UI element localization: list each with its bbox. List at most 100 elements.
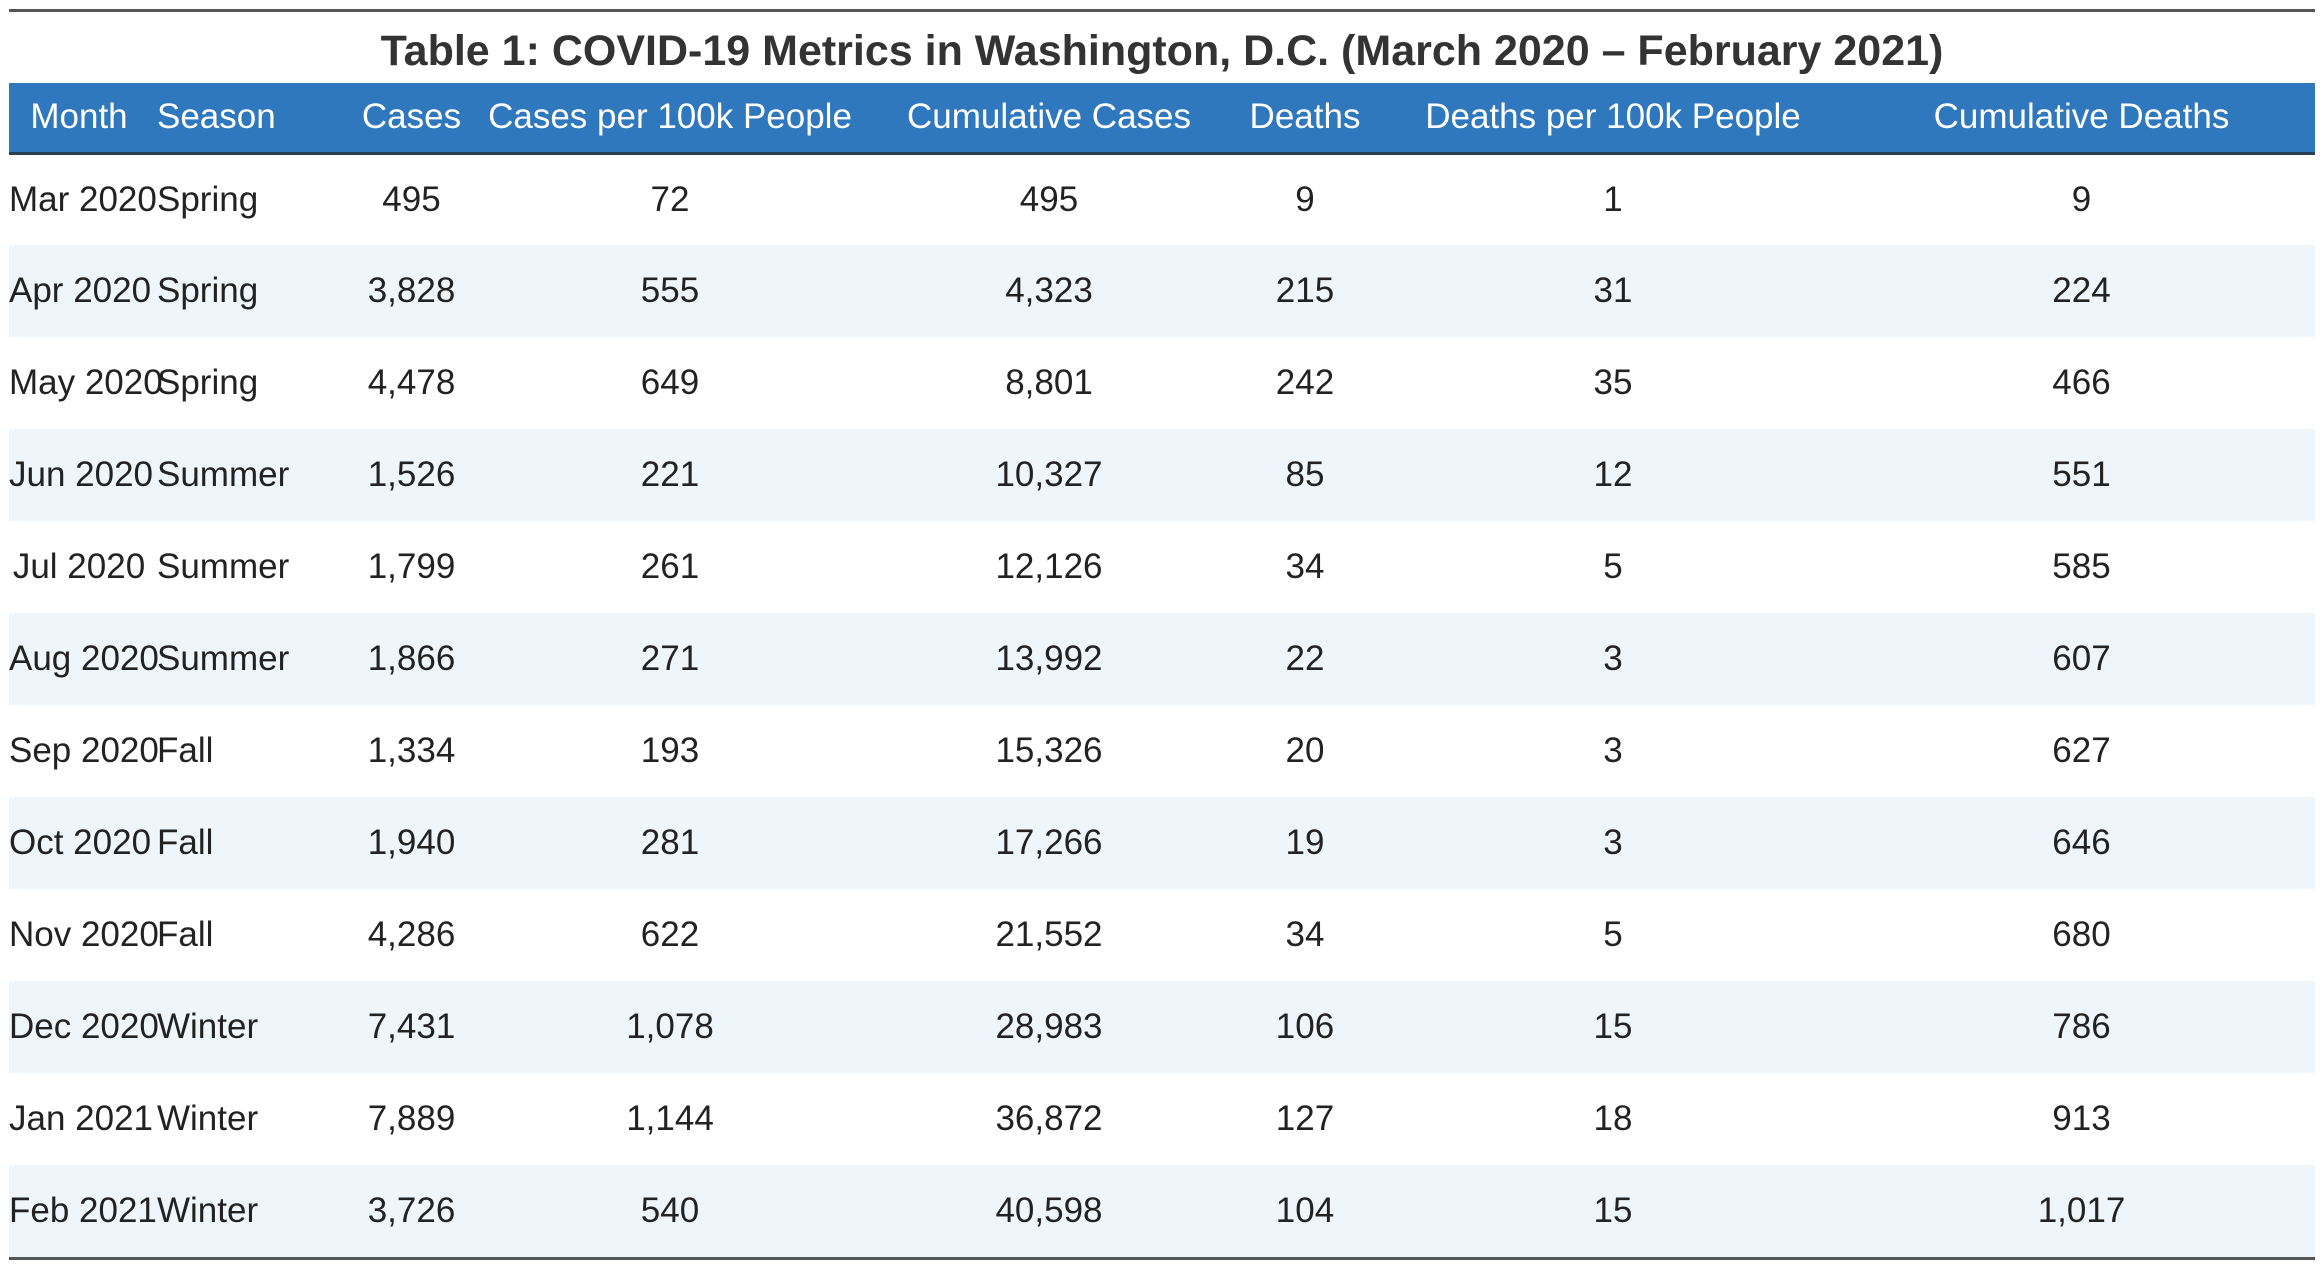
cell-cases: 1,866: [367, 639, 456, 678]
cell-cumulative-cases: 10,327: [995, 455, 1103, 494]
cell-month: Jun 2020: [9, 455, 154, 494]
cell-season: Summer: [157, 639, 290, 678]
cell-cases: 7,889: [367, 1099, 456, 1138]
cell-cumulative-deaths: 1,017: [2037, 1191, 2126, 1230]
cell-cumulative-deaths: 607: [2052, 639, 2111, 678]
column-header-cumulative-cases: Cumulative Cases: [866, 83, 1232, 155]
cell-season: Fall: [157, 731, 214, 770]
cell-cumulative-cases: 4,323: [1005, 271, 1093, 310]
cell-deaths-per-100k: 18: [1593, 1099, 1633, 1138]
table-row: Mar 2020 Spring 495 72 495 9 1 9: [9, 153, 2315, 245]
cell-season: Winter: [157, 1099, 259, 1138]
cell-cases: 495: [382, 179, 441, 219]
cell-cumulative-deaths: 466: [2052, 363, 2111, 402]
cell-season: Spring: [157, 179, 259, 219]
cell-cumulative-deaths: 9: [2071, 179, 2092, 219]
cell-cumulative-deaths: 551: [2052, 455, 2111, 494]
cell-deaths: 19: [1285, 823, 1325, 862]
cell-season: Summer: [157, 455, 290, 494]
cell-cumulative-cases: 21,552: [995, 915, 1103, 954]
cell-deaths: 22: [1285, 639, 1325, 678]
cell-deaths: 106: [1275, 1007, 1335, 1046]
cell-cumulative-deaths: 627: [2052, 731, 2111, 770]
cell-cumulative-deaths: 224: [2052, 271, 2111, 310]
cell-month: Mar 2020: [9, 179, 157, 219]
cell-cases-per-100k: 540: [640, 1191, 700, 1230]
table-row: Apr 2020 Spring 3,828 555 4,323 215 31 224: [9, 245, 2315, 337]
cell-cumulative-cases: 8,801: [1005, 363, 1093, 402]
cell-month: Jul 2020: [12, 547, 146, 586]
cell-cases-per-100k: 72: [650, 179, 690, 219]
cell-season: Summer: [157, 547, 290, 586]
cell-cumulative-cases: 28,983: [995, 1007, 1103, 1046]
table-row: Jan 2021 Winter 7,889 1,144 36,872 127 18 913: [9, 1073, 2315, 1165]
cell-deaths-per-100k: 12: [1593, 455, 1633, 494]
cell-cases-per-100k: 221: [640, 455, 700, 494]
table-row: Oct 2020 Fall 1,940 281 17,266 19 3 646: [9, 797, 2315, 889]
cell-month: Feb 2021: [9, 1191, 157, 1230]
cell-cases: 4,286: [367, 915, 456, 954]
cell-cumulative-cases: 17,266: [995, 823, 1103, 862]
table-row: Aug 2020 Summer 1,866 271 13,992 22 3 607: [9, 613, 2315, 705]
table-row: Jun 2020 Summer 1,526 221 10,327 85 12 551: [9, 429, 2315, 521]
cell-deaths: 34: [1285, 915, 1325, 954]
cell-deaths: 127: [1275, 1099, 1335, 1138]
cell-cumulative-deaths: 680: [2052, 915, 2111, 954]
header-row: Month Season Cases Cases per 100k People…: [9, 83, 2315, 155]
cell-cases-per-100k: 1,144: [626, 1099, 714, 1138]
table-body: Mar 2020 Spring 495 72 495 9 1 9 Apr 2020 Spring 3…: [9, 153, 2315, 1257]
cell-cases-per-100k: 261: [640, 547, 700, 586]
column-header-cases: Cases: [349, 83, 474, 155]
table-row: Feb 2021 Winter 3,726 540 40,598 104 15 1,017: [9, 1165, 2315, 1257]
cell-deaths: 34: [1285, 547, 1325, 586]
cell-cumulative-cases: 495: [1019, 179, 1079, 219]
column-header-deaths-per-100k: Deaths per 100k People: [1378, 83, 1848, 155]
cell-month: Sep 2020: [9, 731, 159, 770]
cell-cases: 1,526: [367, 455, 456, 494]
column-header-deaths: Deaths: [1232, 83, 1378, 155]
column-header-cumulative-deaths: Cumulative Deaths: [1848, 83, 2315, 155]
cell-deaths: 9: [1295, 179, 1315, 219]
cell-month: Dec 2020: [9, 1007, 159, 1046]
table-row: Nov 2020 Fall 4,286 622 21,552 34 5 680: [9, 889, 2315, 981]
cell-cases-per-100k: 271: [640, 639, 700, 678]
cell-deaths-per-100k: 35: [1593, 363, 1633, 402]
cell-cases-per-100k: 649: [640, 363, 700, 402]
cell-deaths: 242: [1275, 363, 1335, 402]
cell-cumulative-cases: 40,598: [995, 1191, 1103, 1230]
cell-cases: 1,334: [367, 731, 456, 770]
cell-deaths: 104: [1275, 1191, 1335, 1230]
cell-season: Fall: [157, 915, 214, 954]
cell-cases: 1,799: [367, 547, 456, 586]
cell-cases: 3,828: [367, 271, 456, 310]
cell-season: Fall: [157, 823, 214, 862]
cell-cases-per-100k: 193: [640, 731, 700, 770]
cell-cumulative-deaths: 786: [2052, 1007, 2111, 1046]
cell-month: Jan 2021: [9, 1099, 154, 1138]
cell-cases-per-100k: 281: [640, 823, 700, 862]
table-row: Jul 2020 Summer 1,799 261 12,126 34 5 585: [9, 521, 2315, 613]
column-header-season: Season: [149, 83, 349, 155]
cell-deaths-per-100k: 5: [1603, 547, 1623, 586]
cell-month: Apr 2020: [9, 271, 152, 310]
cell-cumulative-deaths: 585: [2052, 547, 2111, 586]
cell-cases-per-100k: 555: [640, 271, 700, 310]
cell-month: Aug 2020: [9, 639, 159, 678]
cell-deaths-per-100k: 31: [1593, 271, 1633, 310]
table-row: Sep 2020 Fall 1,334 193 15,326 20 3 627: [9, 705, 2315, 797]
cell-cases-per-100k: 622: [640, 915, 700, 954]
cell-deaths-per-100k: 3: [1603, 731, 1623, 770]
cell-cases-per-100k: 1,078: [626, 1007, 714, 1046]
data-table: Month Season Cases Cases per 100k People…: [9, 83, 2315, 1257]
bottom-rule: [9, 1257, 2315, 1260]
cell-cumulative-deaths: 646: [2052, 823, 2111, 862]
cell-month: May 2020: [9, 363, 163, 402]
cell-season: Winter: [157, 1191, 259, 1230]
cell-month: Nov 2020: [9, 915, 159, 954]
table-row: Dec 2020 Winter 7,431 1,078 28,983 106 15 786: [9, 981, 2315, 1073]
cell-deaths: 215: [1275, 271, 1335, 310]
column-header-month: Month: [9, 83, 149, 155]
cell-season: Spring: [157, 363, 259, 402]
cell-cumulative-deaths: 913: [2052, 1099, 2111, 1138]
cell-deaths-per-100k: 15: [1593, 1007, 1633, 1046]
